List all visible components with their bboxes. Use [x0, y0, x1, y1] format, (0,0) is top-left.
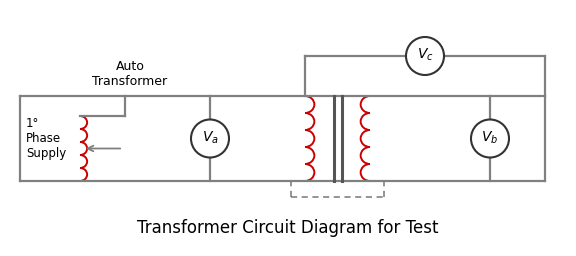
Text: $V_b$: $V_b$ — [482, 129, 499, 146]
Text: 1°
Phase
Supply: 1° Phase Supply — [26, 117, 66, 160]
Text: $V_c$: $V_c$ — [416, 47, 433, 63]
Circle shape — [406, 37, 444, 75]
Text: Auto
Transformer: Auto Transformer — [92, 60, 168, 88]
Circle shape — [471, 120, 509, 157]
Text: $V_a$: $V_a$ — [202, 129, 218, 146]
Text: Transformer Circuit Diagram for Test: Transformer Circuit Diagram for Test — [137, 219, 439, 237]
Circle shape — [191, 120, 229, 157]
